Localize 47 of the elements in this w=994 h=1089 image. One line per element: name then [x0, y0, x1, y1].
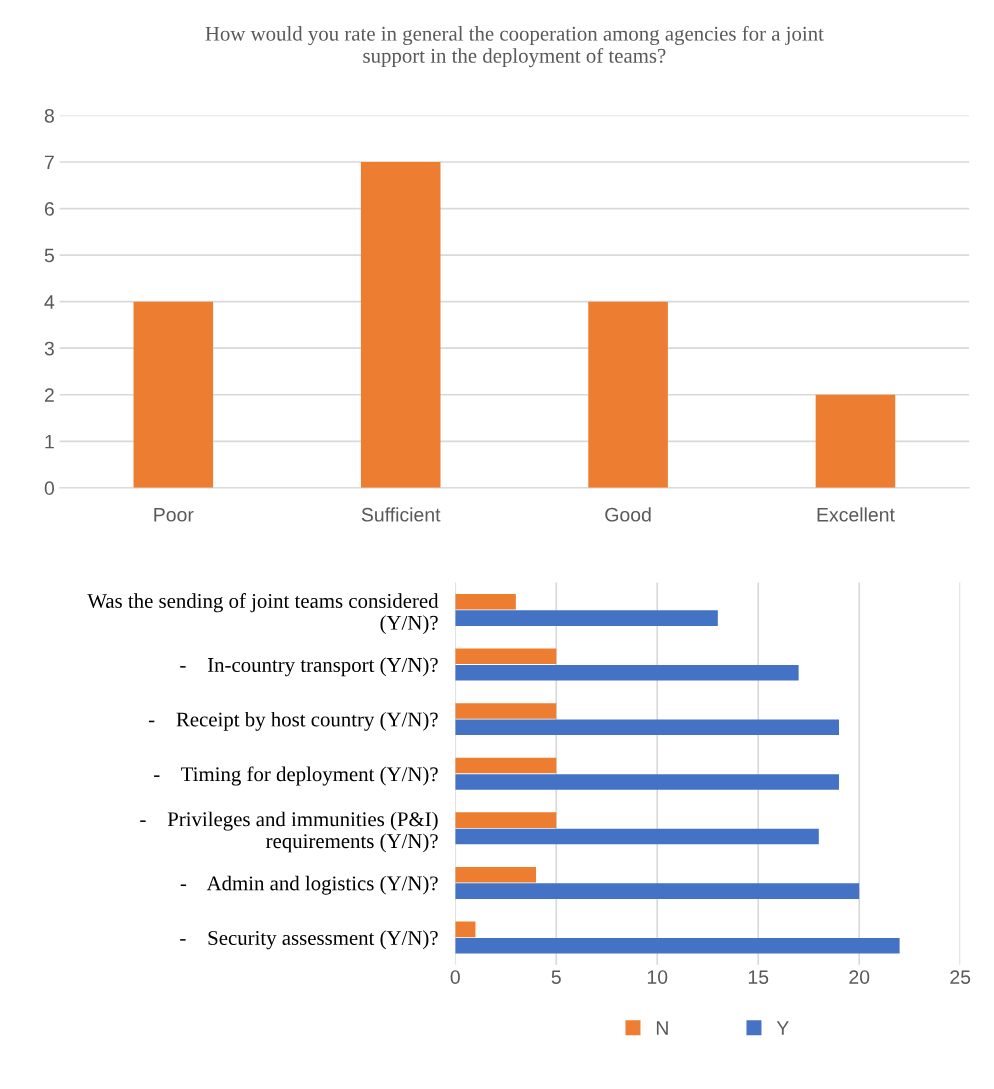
y-tick-label: 4 — [44, 295, 55, 309]
x-tick-label: 0 — [450, 970, 460, 984]
y-tick-label: - Security assessment (Y/N)? — [180, 930, 438, 950]
bar — [455, 883, 860, 899]
bar — [588, 301, 668, 488]
bar — [455, 812, 557, 828]
x-tick-label: 5 — [551, 970, 561, 984]
x-tick-label: Poor — [154, 508, 194, 522]
x-tick-label: Excellent — [817, 507, 895, 522]
bar — [133, 301, 214, 488]
x-tick-label: 10 — [647, 970, 668, 984]
y-tick-label: 5 — [44, 248, 54, 263]
bar — [455, 757, 557, 774]
y-tick-label: - Timing for deployment (Y/N)? — [154, 766, 438, 786]
y-tick-label: - In-country transport (Y/N)? — [180, 657, 438, 677]
x-tick-label: Good — [605, 507, 651, 522]
bar — [455, 593, 516, 610]
y-tick-label: - Admin and logistics (Y/N)? — [180, 875, 438, 895]
y-tick-label: 1 — [45, 434, 54, 449]
legend-label: Y — [776, 1021, 789, 1035]
chart-title: How would you rate in general the cooperation among agencies for a joint support in the deployment of teams? — [205, 25, 824, 68]
y-tick-label: 7 — [44, 155, 54, 170]
x-tick-label: 25 — [950, 970, 971, 984]
y-tick-label: 2 — [44, 388, 54, 402]
legend-label: N — [656, 1021, 668, 1035]
y-tick-label: 0 — [44, 481, 55, 496]
y-tick-label: 3 — [44, 341, 54, 356]
y-tick-label: 8 — [44, 108, 54, 123]
bar — [455, 828, 819, 845]
bar — [455, 921, 476, 938]
y-tick-label: 6 — [44, 202, 54, 216]
y-tick-label: - Receipt by host country (Y/N)? — [148, 711, 438, 731]
bar — [455, 774, 840, 790]
bar — [455, 719, 840, 736]
y-tick-label: Was the sending of joint teams considered (Y/N)? — [87, 593, 439, 635]
x-tick-label: Sufficient — [361, 507, 441, 522]
bar — [455, 664, 799, 681]
bar — [455, 703, 557, 719]
y-tick-label: - Privileges and immunities (P&I) requirements (Y/N)? — [140, 811, 438, 853]
bar — [360, 161, 441, 488]
bar — [455, 866, 537, 883]
x-tick-label: 15 — [748, 970, 769, 984]
bar — [455, 937, 900, 954]
bar — [455, 648, 557, 665]
bar — [815, 394, 896, 488]
x-tick-label: 20 — [849, 970, 870, 984]
bar — [455, 610, 718, 626]
